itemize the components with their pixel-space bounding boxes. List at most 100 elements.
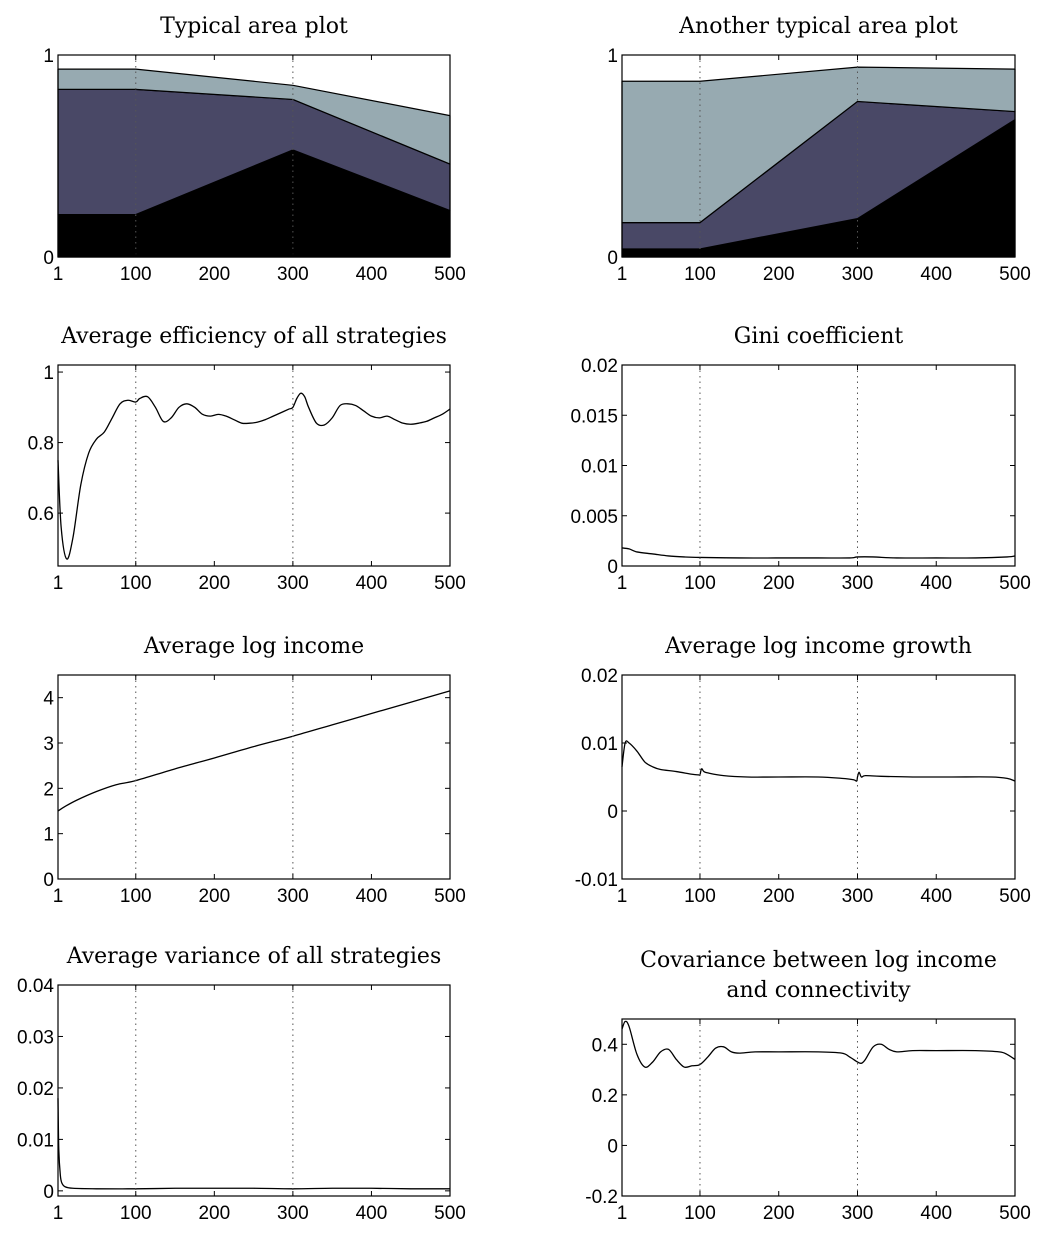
- x-tick-label: 100: [684, 573, 716, 594]
- y-tick-label: 0.005: [570, 507, 618, 528]
- y-tick-label: 1: [43, 825, 54, 846]
- chart-panel-3: 1 100 200 300 400 500 0.6 0.8 1 Average efficienc…: [28, 324, 466, 594]
- y-tick-label: 0.01: [581, 457, 618, 478]
- x-tick-label: 500: [434, 886, 466, 907]
- chart-panel-6: 1 100 200 300 400 500 -0.01 0 0.01 0.02 Average lo…: [575, 634, 1031, 907]
- x-tick-label: 1: [617, 886, 628, 907]
- chart-title: Gini coefficient: [734, 324, 904, 349]
- y-tick-label: 0.6: [28, 504, 54, 525]
- x-tick-label: 1: [617, 573, 628, 594]
- chart-title: Another typical area plot: [678, 14, 958, 39]
- x-tick-label: 200: [763, 573, 795, 594]
- y-tick-label: 0: [43, 248, 54, 269]
- y-tick-label: 0.02: [17, 1079, 54, 1100]
- x-tick-label: 500: [999, 264, 1031, 285]
- x-tick-label: 400: [356, 264, 388, 285]
- y-tick-label: 0.03: [17, 1027, 54, 1048]
- x-tick-label: 300: [277, 1203, 309, 1224]
- y-tick-label: 3: [43, 734, 54, 755]
- y-tick-label: 0: [43, 870, 54, 891]
- x-tick-label: 100: [684, 264, 716, 285]
- y-tick-label: 0.02: [581, 356, 618, 377]
- y-tick-label: 1: [43, 363, 54, 384]
- chart-panel-8: 1 100 200 300 400 500 -0.2 0 0.2 0.4 Covariance be…: [585, 948, 1031, 1224]
- x-tick-label: 200: [763, 1203, 795, 1224]
- chart-panel-4: 1 100 200 300 400 500 0 0.005 0.01 0.015 0.02 Gini …: [570, 324, 1030, 594]
- y-tick-label: 0.2: [592, 1086, 618, 1107]
- x-tick-label: 500: [434, 264, 466, 285]
- line-series-1: [621, 740, 1016, 782]
- x-tick-label: 300: [842, 573, 874, 594]
- x-tick-label: 200: [198, 1203, 230, 1224]
- line-series-1: [621, 1020, 1016, 1068]
- y-tick-label: 0.4: [592, 1035, 619, 1056]
- x-tick-label: 1: [617, 264, 628, 285]
- x-tick-label: 1: [53, 886, 64, 907]
- y-tick-label: -0.2: [585, 1187, 618, 1208]
- x-tick-label: 500: [434, 1203, 466, 1224]
- y-tick-label: 0.8: [28, 434, 54, 455]
- x-tick-label: 400: [920, 264, 952, 285]
- x-tick-label: 500: [999, 573, 1031, 594]
- x-tick-label: 100: [120, 573, 152, 594]
- y-tick-label: 0: [43, 1182, 54, 1203]
- x-tick-label: 200: [763, 264, 795, 285]
- x-tick-label: 400: [920, 886, 952, 907]
- plot-area: [58, 675, 450, 879]
- chart-title: Average variance of all strategies: [66, 944, 442, 969]
- x-tick-label: 1: [53, 1203, 64, 1224]
- x-tick-label: 200: [763, 886, 795, 907]
- y-tick-label: 2: [43, 779, 54, 800]
- x-tick-label: 100: [120, 886, 152, 907]
- y-tick-label: 0.04: [17, 976, 54, 997]
- y-tick-label: -0.01: [575, 870, 618, 891]
- x-tick-label: 400: [356, 886, 388, 907]
- x-tick-label: 100: [120, 264, 152, 285]
- y-tick-label: 0.01: [17, 1130, 54, 1151]
- x-tick-label: 300: [277, 886, 309, 907]
- y-tick-label: 0.02: [581, 666, 618, 687]
- x-tick-label: 1: [53, 573, 64, 594]
- chart-panel-7: 1 100 200 300 400 500 0 0.01 0.02 0.03 0.04 Average…: [17, 944, 466, 1224]
- y-tick-label: 0: [607, 248, 618, 269]
- y-tick-label: 0: [607, 1136, 618, 1157]
- x-tick-label: 500: [999, 1203, 1031, 1224]
- y-tick-label: 0.01: [581, 734, 618, 755]
- chart-title: Typical area plot: [160, 14, 348, 39]
- x-tick-label: 200: [198, 264, 230, 285]
- x-tick-label: 400: [920, 1203, 952, 1224]
- plot-frame: [621, 1018, 1016, 1197]
- x-tick-label: 200: [198, 573, 230, 594]
- x-tick-label: 300: [277, 264, 309, 285]
- y-tick-label: 1: [607, 46, 618, 67]
- x-tick-label: 400: [356, 573, 388, 594]
- y-tick-label: 4: [43, 689, 54, 710]
- chart-title: Average efficiency of all strategies: [60, 324, 447, 349]
- x-tick-label: 100: [684, 1203, 716, 1224]
- x-tick-label: 300: [842, 886, 874, 907]
- chart-title: Average log income: [143, 634, 364, 659]
- x-tick-label: 300: [842, 1203, 874, 1224]
- x-tick-label: 500: [434, 573, 466, 594]
- line-series-1: [57, 1098, 451, 1190]
- x-tick-label: 100: [684, 886, 716, 907]
- x-tick-label: 200: [198, 886, 230, 907]
- line-series-1: [621, 547, 1016, 559]
- plot-area: [622, 1019, 1015, 1196]
- x-tick-label: 1: [53, 264, 64, 285]
- chart-title: and connectivity: [726, 978, 911, 1003]
- y-tick-label: 0: [607, 557, 618, 578]
- plot-area: [622, 365, 1015, 566]
- plot-frame: [57, 674, 451, 880]
- x-tick-label: 300: [842, 264, 874, 285]
- x-tick-label: 500: [999, 886, 1031, 907]
- plot-area: [58, 985, 450, 1196]
- plot-area: [58, 365, 450, 566]
- x-tick-label: 1: [617, 1203, 628, 1224]
- plot-frame: [57, 54, 451, 258]
- y-tick-label: 0.015: [570, 406, 618, 427]
